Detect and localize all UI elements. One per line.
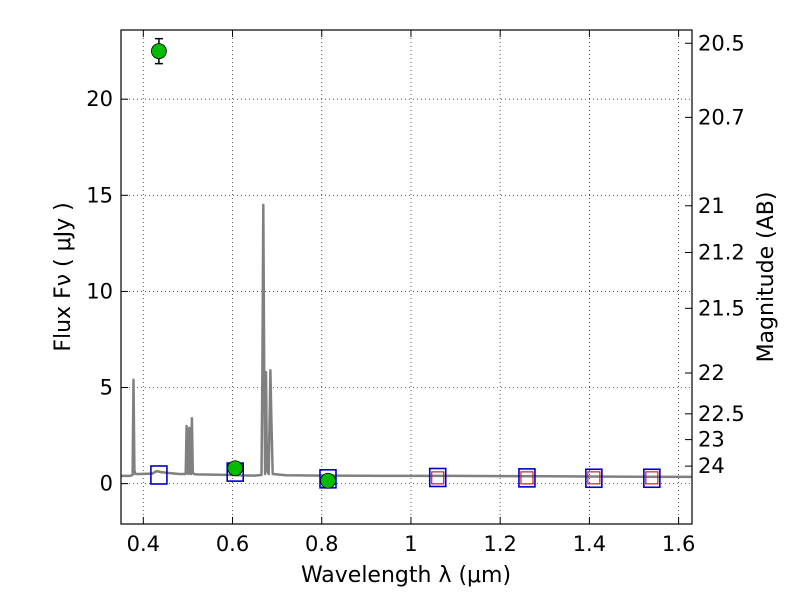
series-layer bbox=[121, 37, 693, 489]
right-y-axis-label: Magnitude (AB) bbox=[754, 192, 779, 363]
model-photometry-square bbox=[428, 467, 447, 488]
x-tick-label: 1.4 bbox=[573, 532, 606, 556]
upper-limit-square bbox=[520, 471, 534, 485]
x-tick-label: 1 bbox=[404, 532, 417, 556]
observed-point bbox=[227, 460, 244, 477]
x-tick-label: 0.6 bbox=[216, 532, 249, 556]
y-tick-label: 5 bbox=[100, 376, 113, 400]
y2-tick-label: 21.2 bbox=[698, 241, 745, 265]
x-axis-label: Wavelength λ (μm) bbox=[301, 563, 511, 588]
y2-tick-label: 23 bbox=[698, 428, 725, 452]
observed-point bbox=[151, 43, 167, 60]
y2-tick-label: 21.5 bbox=[698, 296, 745, 320]
x-tick-label: 1.2 bbox=[483, 532, 516, 556]
model-photometry-square bbox=[585, 468, 603, 489]
spectrum-line bbox=[121, 203, 693, 479]
y2-tick-label: 21 bbox=[698, 194, 725, 218]
upper-limit-square bbox=[645, 471, 659, 485]
x-tick-label: 0.4 bbox=[127, 532, 160, 556]
observed-point bbox=[320, 472, 336, 489]
plot-frame bbox=[120, 29, 693, 525]
y-axis-label: Flux Fν ( μJy ) bbox=[51, 202, 76, 351]
model-photometry-square bbox=[518, 468, 536, 488]
y-tick-label: 10 bbox=[86, 279, 113, 303]
y2-tick-label: 20.5 bbox=[698, 31, 745, 55]
y2-tick-label: 20.7 bbox=[698, 105, 745, 129]
model-photometry-square bbox=[150, 465, 168, 485]
y-tick-label: 20 bbox=[86, 87, 113, 111]
y2-tick-label: 22 bbox=[698, 361, 725, 385]
model-photometry-square bbox=[643, 468, 661, 489]
x-tick-label: 0.8 bbox=[305, 532, 338, 556]
grid-lines bbox=[121, 30, 692, 524]
y2-tick-label: 22.5 bbox=[698, 402, 745, 426]
y-tick-label: 0 bbox=[100, 472, 113, 496]
x-tick-label: 1.6 bbox=[662, 532, 695, 556]
axis-ticks: 0.4 0.6 0.8 1 1.2 1.4 1.6 0 5 10 15 20 20.5 20.7 21 21.… bbox=[86, 30, 745, 556]
y2-tick-label: 24 bbox=[698, 454, 725, 478]
y-tick-label: 15 bbox=[86, 183, 113, 207]
upper-limit-square bbox=[587, 471, 601, 485]
upper-limit-square bbox=[431, 471, 445, 485]
